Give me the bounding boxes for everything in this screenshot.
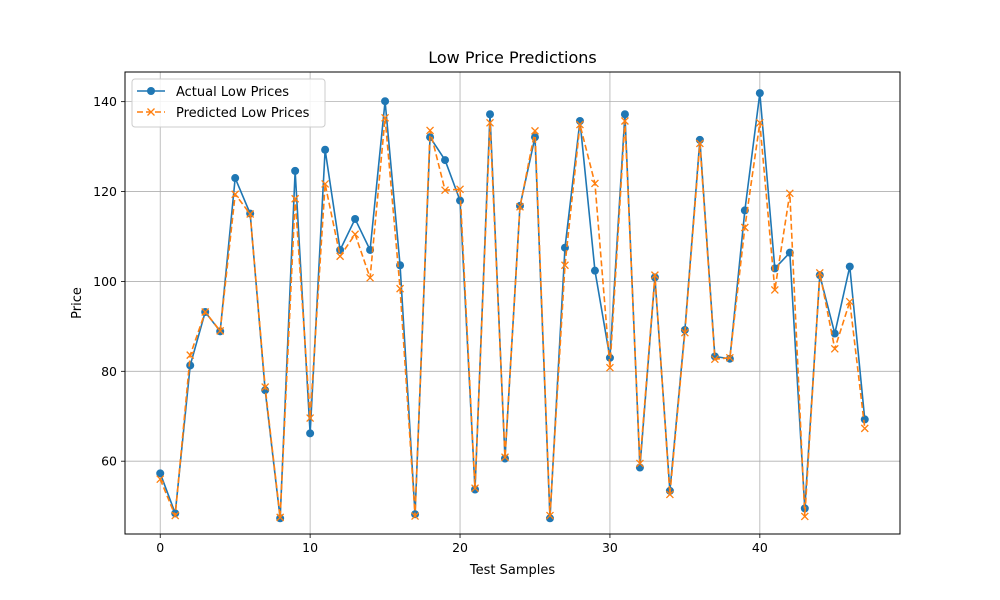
data-point-predicted-low-prices [665,490,674,499]
data-point-actual-low-prices [755,89,764,98]
data-point-actual-low-prices [830,329,839,338]
data-point-predicted-low-prices [456,185,464,194]
data-point-predicted-low-prices [411,512,420,520]
data-point-predicted-low-prices [740,223,749,232]
ticks: 0 10 20 30 40 60 80 100 120 140 [93,94,768,555]
data-point-predicted-low-prices [561,261,569,270]
legend-marker-predicted [147,108,155,116]
y-tick-label: 80 [101,364,117,379]
data-point-predicted-low-prices [516,202,524,211]
data-point-predicted-low-prices [605,363,614,372]
data-point-predicted-low-prices [650,271,659,280]
x-axis-label: Test Samples [469,563,555,578]
data-point-predicted-low-prices [336,252,345,261]
data-point-predicted-low-prices [396,284,405,293]
data-point-actual-low-prices [441,156,450,165]
data-point-predicted-low-prices [860,424,869,433]
data-point-actual-low-prices [381,97,390,106]
data-point-predicted-low-prices [156,475,165,484]
y-tick-label: 100 [93,274,117,289]
data-point-predicted-low-prices [201,308,210,316]
x-tick-label: 40 [752,540,768,555]
data-point-actual-low-prices [306,429,315,438]
data-point-predicted-low-prices [426,126,435,135]
data-point-predicted-low-prices [830,344,839,353]
data-point-actual-low-prices [785,248,794,257]
data-point-actual-low-prices [860,415,869,424]
data-point-predicted-low-prices [261,383,270,392]
data-point-predicted-low-prices [620,117,629,125]
series-line-predicted-low-prices [159,117,866,519]
data-point-predicted-low-prices [501,453,509,462]
data-point-predicted-low-prices [291,194,300,203]
x-tick-label: 10 [302,540,318,555]
data-point-actual-low-prices [620,110,629,119]
data-point-predicted-low-prices [441,186,450,195]
data-point-predicted-low-prices [216,326,225,335]
data-point-actual-low-prices [501,454,510,463]
series-layer [156,89,869,523]
y-axis-label: Price [70,287,85,319]
data-point-predicted-low-prices [800,512,809,521]
y-tick-label: 140 [93,94,117,109]
data-point-actual-low-prices [845,262,854,271]
data-point-predicted-low-prices [321,179,330,188]
data-point-predicted-low-prices [680,328,689,337]
y-tick-label: 60 [101,454,117,469]
data-point-actual-low-prices [186,361,195,370]
data-point-predicted-low-prices [486,118,494,127]
data-point-predicted-low-prices [531,126,539,135]
data-point-predicted-low-prices [575,120,584,129]
data-point-predicted-low-prices [231,190,240,199]
data-point-predicted-low-prices [590,179,599,188]
data-point-predicted-low-prices [306,414,315,423]
legend-box [131,78,326,128]
data-point-actual-low-prices [545,514,554,523]
x-tick-label: 30 [602,540,618,555]
data-point-predicted-low-prices [710,355,719,364]
data-point-actual-low-prices [231,174,240,183]
data-point-predicted-low-prices [471,484,479,493]
data-point-predicted-low-prices [186,351,195,360]
data-point-predicted-low-prices [635,459,644,468]
x-tick-label: 20 [452,540,468,555]
data-point-predicted-low-prices [755,118,764,127]
legend-label-actual: Actual Low Prices [176,85,289,100]
data-point-actual-low-prices [590,266,599,275]
data-point-predicted-low-prices [815,268,824,277]
data-point-predicted-low-prices [770,286,779,294]
data-point-actual-low-prices [351,214,360,223]
grid [125,72,900,534]
x-tick-label: 0 [156,540,164,555]
data-point-predicted-low-prices [845,297,854,306]
legend: Actual Low Prices Predicted Low Prices [131,78,326,128]
y-tick-label: 120 [93,184,117,199]
data-point-actual-low-prices [635,463,644,472]
data-point-predicted-low-prices [546,511,554,520]
data-point-predicted-low-prices [785,189,794,198]
data-point-predicted-low-prices [695,139,704,148]
legend-marker-actual [147,87,155,95]
data-point-actual-low-prices [156,469,165,478]
plot-frame [124,71,901,535]
data-point-actual-low-prices [486,110,495,119]
data-point-predicted-low-prices [381,113,390,122]
data-point-actual-low-prices [321,145,330,154]
data-point-predicted-low-prices [366,273,375,282]
chart-title: Low Price Predictions [428,48,597,67]
data-point-predicted-low-prices [725,353,734,362]
data-point-predicted-low-prices [171,511,180,520]
data-point-predicted-low-prices [246,210,255,218]
legend-label-predicted: Predicted Low Prices [176,106,310,121]
data-point-predicted-low-prices [351,230,360,239]
series-predicted-low-prices [156,113,869,522]
data-point-predicted-low-prices [276,513,285,522]
data-point-actual-low-prices [291,166,300,175]
data-point-actual-low-prices [471,485,480,494]
